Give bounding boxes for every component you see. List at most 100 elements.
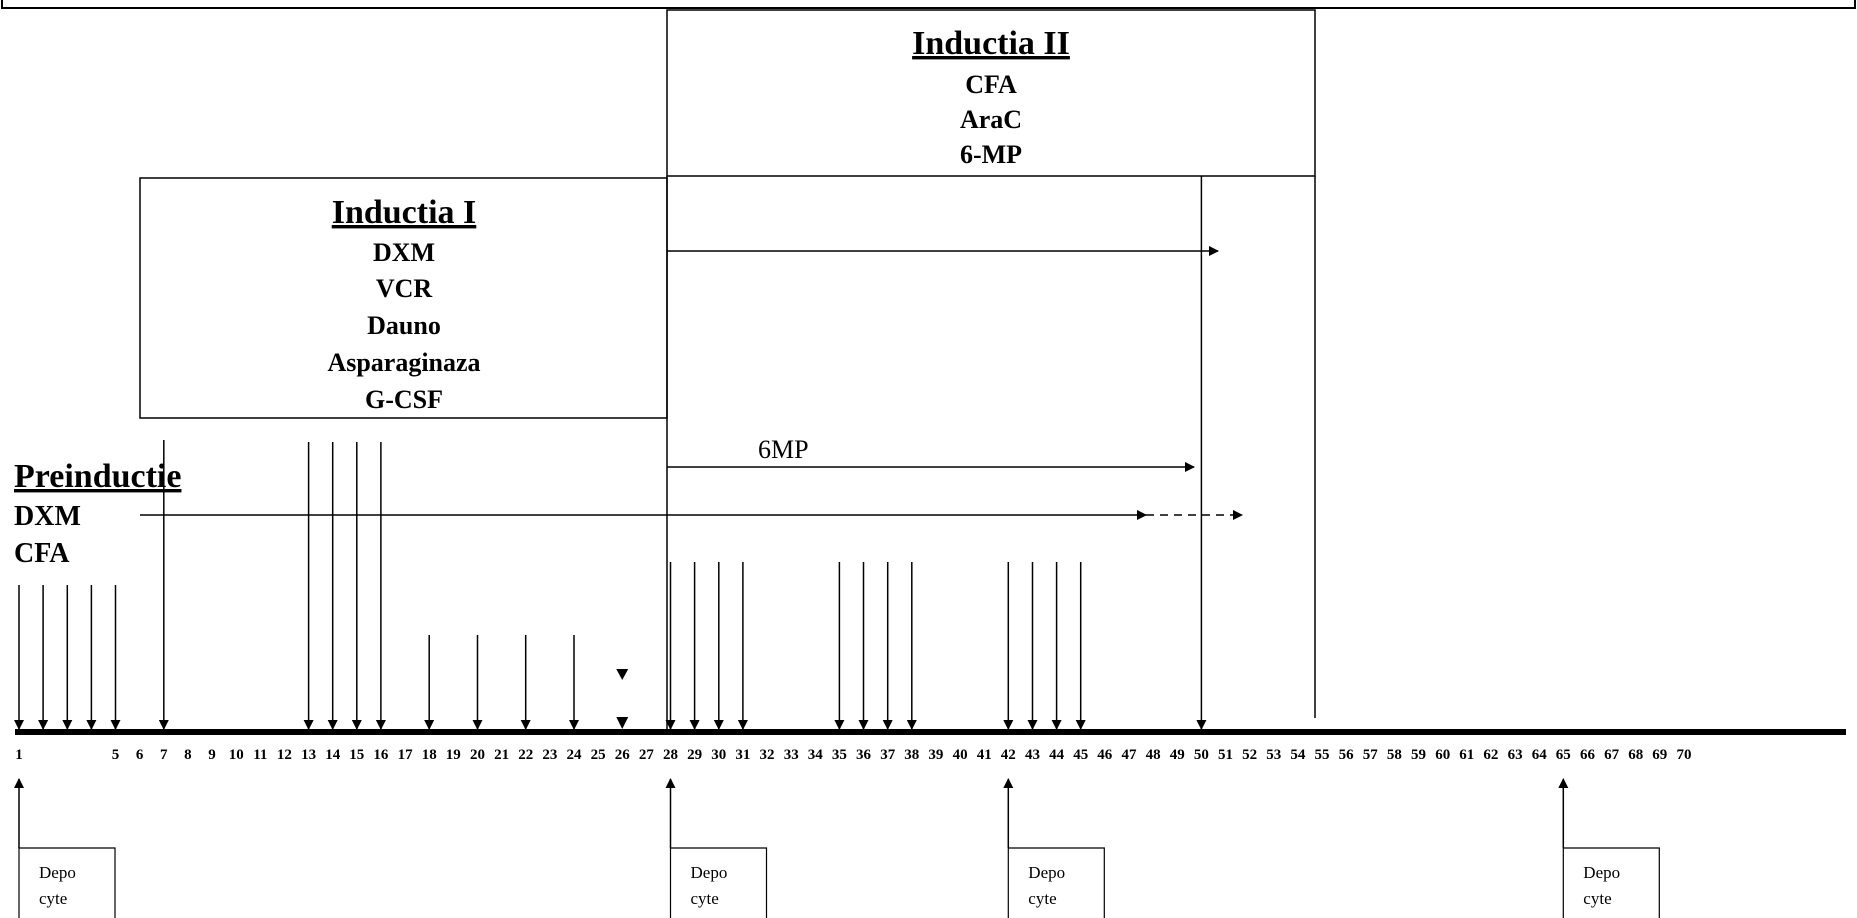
tick-label-15: 15 — [349, 747, 364, 763]
depocyte-box-day-28 — [669, 847, 768, 918]
tick-label-63: 63 — [1508, 747, 1523, 763]
tick-label-30: 30 — [711, 747, 726, 763]
tick-label-42: 42 — [1001, 747, 1016, 763]
tick-label-58: 58 — [1387, 747, 1402, 763]
inductia1-drug-dauno: Dauno — [367, 311, 441, 340]
tick-label-6: 6 — [136, 747, 144, 763]
tick-label-60: 60 — [1435, 747, 1450, 763]
inductia2-drug-cfa: CFA — [965, 70, 1017, 99]
depocyte-box-day-1 — [18, 847, 116, 918]
six-mp-label: 6MP — [758, 435, 809, 464]
tick-label-10: 10 — [229, 747, 244, 763]
tick-label-7: 7 — [160, 747, 168, 763]
inductia1-title: Inductia I — [332, 194, 477, 231]
inductia2-drug-6mp: 6-MP — [960, 140, 1022, 169]
depocyte-label-line1: Depo — [1583, 863, 1620, 882]
tick-label-33: 33 — [784, 747, 799, 763]
tick-label-47: 47 — [1122, 747, 1138, 763]
depocyte-label-line2: cyte — [691, 889, 719, 908]
tick-label-34: 34 — [808, 747, 824, 763]
depocyte-box-day-42 — [1007, 847, 1105, 918]
tick-label-21: 21 — [494, 747, 509, 763]
tick-label-57: 57 — [1363, 747, 1379, 763]
tick-label-9: 9 — [208, 747, 216, 763]
tick-label-12: 12 — [277, 747, 292, 763]
preinductie-drug-cfa: CFA — [14, 538, 70, 569]
tick-label-24: 24 — [567, 747, 583, 763]
tick-label-16: 16 — [373, 747, 389, 763]
tick-label-29: 29 — [687, 747, 702, 763]
tick-label-61: 61 — [1459, 747, 1474, 763]
depocyte-label-line2: cyte — [1028, 889, 1056, 908]
tick-label-49: 49 — [1170, 747, 1185, 763]
inductia1-box — [139, 177, 668, 419]
tick-label-39: 39 — [928, 747, 943, 763]
tick-label-31: 31 — [735, 747, 750, 763]
tick-label-65: 65 — [1556, 747, 1571, 763]
tick-labels: 1 5 6 7 8 9 10 11 12 13 14 15 16 17 18 19 20 21 22 23 24 25 26… — [15, 747, 1691, 763]
tick-label-18: 18 — [422, 747, 437, 763]
inductia2-drug-arac: AraC — [960, 105, 1022, 134]
tick-label-54: 54 — [1290, 747, 1306, 763]
tick-label-23: 23 — [542, 747, 557, 763]
tick-label-52: 52 — [1242, 747, 1257, 763]
tick-label-51: 51 — [1218, 747, 1233, 763]
tick-label-40: 40 — [953, 747, 968, 763]
tick-label-11: 11 — [253, 747, 267, 763]
tick-label-55: 55 — [1315, 747, 1330, 763]
tick-label-35: 35 — [832, 747, 847, 763]
tick-label-20: 20 — [470, 747, 485, 763]
tick-label-26: 26 — [615, 747, 631, 763]
dose-arrow-day-26-double-head — [616, 669, 629, 680]
tick-label-67: 67 — [1604, 747, 1620, 763]
inductia2-box — [666, 9, 1316, 177]
tick-label-50: 50 — [1194, 747, 1209, 763]
depocyte-markers: Depo cyte Depo cyte Depo cyte Depo cyte — [14, 778, 1660, 918]
tick-label-69: 69 — [1652, 747, 1667, 763]
depocyte-box-day-65 — [1562, 847, 1660, 918]
tick-label-36: 36 — [856, 747, 872, 763]
depocyte-label-line1: Depo — [1028, 863, 1065, 882]
tick-label-70: 70 — [1677, 747, 1692, 763]
tick-label-43: 43 — [1025, 747, 1040, 763]
tick-label-8: 8 — [184, 747, 192, 763]
tick-label-32: 32 — [760, 747, 775, 763]
inductia1-drug-asparaginaza: Asparaginaza — [327, 348, 480, 377]
tick-label-14: 14 — [325, 747, 341, 763]
tick-label-56: 56 — [1339, 747, 1355, 763]
tick-label-48: 48 — [1146, 747, 1161, 763]
tick-label-46: 46 — [1097, 747, 1113, 763]
preinductie-title: Preinductie — [14, 458, 181, 495]
inductia1-drug-vcr: VCR — [376, 274, 433, 303]
tick-label-19: 19 — [446, 747, 461, 763]
tick-label-13: 13 — [301, 747, 316, 763]
tick-label-59: 59 — [1411, 747, 1426, 763]
tick-label-25: 25 — [591, 747, 606, 763]
tick-label-66: 66 — [1580, 747, 1596, 763]
tick-label-64: 64 — [1532, 747, 1548, 763]
tick-label-28: 28 — [663, 747, 678, 763]
preinductie-drug-dxm: DXM — [14, 501, 81, 532]
tick-label-45: 45 — [1073, 747, 1088, 763]
tick-label-37: 37 — [880, 747, 896, 763]
tick-label-5: 5 — [112, 747, 120, 763]
tick-label-22: 22 — [518, 747, 533, 763]
inductia1-drug-dxm: DXM — [373, 238, 435, 267]
dose-arrows — [14, 176, 1207, 730]
tick-label-41: 41 — [977, 747, 992, 763]
tick-label-1: 1 — [15, 747, 23, 763]
depocyte-label-line2: cyte — [39, 889, 67, 908]
inductia1-drug-gcsf: G-CSF — [365, 385, 443, 414]
tick-label-62: 62 — [1483, 747, 1498, 763]
depocyte-label-line1: Depo — [39, 863, 76, 882]
tick-label-38: 38 — [904, 747, 919, 763]
tick-label-68: 68 — [1628, 747, 1643, 763]
depocyte-label-line2: cyte — [1583, 889, 1611, 908]
inductia2-title: Inductia II — [912, 25, 1070, 62]
outer-frame — [1, 0, 1856, 9]
tick-label-53: 53 — [1266, 747, 1281, 763]
tick-label-44: 44 — [1049, 747, 1065, 763]
tick-label-17: 17 — [398, 747, 414, 763]
tick-label-27: 27 — [639, 747, 655, 763]
